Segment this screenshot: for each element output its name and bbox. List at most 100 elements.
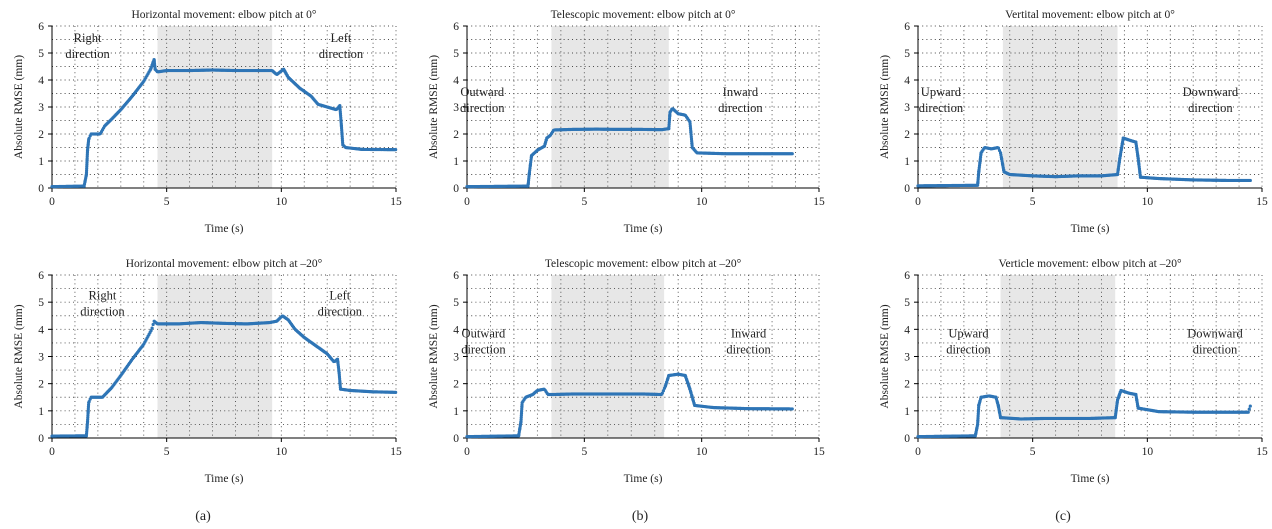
y-tick-label: 6 (904, 21, 910, 33)
annotation-line: direction (919, 101, 964, 115)
annotation-line: Upward (921, 85, 962, 99)
data-point (1248, 404, 1252, 408)
data-point (394, 390, 398, 394)
annotation-line: Outward (462, 326, 506, 340)
annotation-line: direction (80, 304, 125, 318)
annotation-line: Left (331, 31, 352, 45)
chart-title: Horizontal movement: elbow pitch at –20° (126, 258, 323, 270)
x-tick-label: 5 (581, 446, 587, 458)
y-tick-label: 2 (453, 129, 459, 141)
y-axis-label: Absolute RMSE (mm) (428, 55, 440, 159)
annotation-1: Outward direction (461, 326, 506, 356)
y-tick-label: 4 (453, 75, 459, 87)
x-tick-label: 10 (696, 196, 708, 208)
x-tick-label: 0 (49, 196, 55, 208)
annotation-line: Upward (948, 326, 989, 340)
y-tick-label: 3 (453, 102, 459, 114)
chart-title: Verticle movement: elbow pitch at –20° (998, 258, 1182, 270)
data-point (529, 154, 534, 158)
data-point (338, 387, 343, 391)
chart-title: Horizontal movement: elbow pitch at 0° (131, 9, 316, 21)
y-tick-label: 0 (904, 183, 910, 195)
data-point (286, 75, 290, 79)
chart-title: Telescopic movement: elbow pitch at 0° (551, 9, 736, 21)
data-point (1121, 136, 1125, 140)
annotation-line: Downward (1183, 85, 1239, 99)
data-point (660, 391, 664, 395)
y-tick-label: 0 (38, 183, 44, 195)
y-tick-label: 4 (904, 75, 910, 87)
chart-panel-3: 0 5 10 15 0 1 2 3 4 5 6 Vertital movement: elbow pi… (879, 9, 1268, 235)
annotation-1: Upward direction (946, 326, 991, 356)
y-tick-label: 4 (38, 75, 44, 87)
annotation-line: direction (65, 47, 110, 61)
y-tick-label: 0 (38, 433, 44, 445)
y-tick-label: 1 (453, 406, 459, 418)
data-point (693, 403, 697, 407)
data-point (979, 151, 983, 155)
y-tick-label: 1 (904, 156, 910, 168)
x-tick-label: 10 (1142, 446, 1154, 458)
y-axis-label: Absolute RMSE (mm) (13, 55, 25, 159)
data-point (790, 407, 794, 411)
annotation-line: direction (718, 101, 763, 115)
annotation-line: direction (460, 101, 505, 115)
y-tick-label: 6 (38, 21, 44, 33)
annotation-line: Inward (723, 85, 759, 99)
data-point (1247, 407, 1251, 411)
annotation-line: direction (1188, 101, 1233, 115)
x-tick-label: 5 (164, 446, 170, 458)
y-tick-label: 1 (453, 156, 459, 168)
y-tick-label: 5 (38, 297, 44, 309)
chart-panel-4: 0 5 10 15 0 1 2 3 4 5 6 Horizontal movement: elbow … (13, 258, 402, 485)
data-point (790, 152, 794, 156)
y-tick-label: 6 (904, 270, 910, 282)
shaded-region (551, 275, 665, 438)
shaded-region (1002, 26, 1118, 188)
y-axis-label: Absolute RMSE (mm) (13, 304, 25, 408)
y-tick-label: 5 (904, 48, 910, 60)
annotation-2: Left direction (318, 288, 363, 318)
data-point (151, 322, 155, 327)
x-axis-label: Time (s) (624, 473, 663, 485)
data-point (979, 395, 983, 399)
annotation-line: direction (461, 342, 506, 356)
y-tick-label: 2 (904, 379, 910, 391)
chart-panel-2: 0 5 10 15 0 1 2 3 4 5 6 Telescopic movement: elbow … (428, 9, 825, 235)
y-tick-label: 6 (453, 270, 459, 282)
annotation-line: Right (74, 31, 102, 45)
x-tick-label: 0 (915, 196, 921, 208)
y-tick-label: 4 (904, 324, 910, 336)
x-tick-label: 10 (1142, 196, 1154, 208)
grid (467, 25, 820, 188)
sublabel-c: (c) (1055, 509, 1071, 524)
data-point (341, 143, 345, 147)
x-tick-label: 15 (813, 446, 825, 458)
annotation-line: Left (329, 288, 350, 302)
data-series (50, 58, 398, 189)
annotation-1: Right direction (80, 288, 125, 318)
data-series (916, 136, 1252, 188)
shaded-region (1000, 275, 1116, 438)
y-tick-label: 0 (453, 183, 459, 195)
annotation-2: Downward direction (1187, 326, 1243, 356)
data-point (394, 148, 398, 152)
data-point (997, 148, 1002, 153)
y-tick-label: 4 (38, 324, 44, 336)
data-point (149, 329, 153, 333)
x-tick-label: 10 (276, 196, 288, 208)
x-tick-label: 0 (464, 446, 470, 458)
data-point (153, 67, 157, 71)
chart-panel-1: 0 5 10 15 0 1 2 3 4 5 6 Horizontal movement: elbow … (13, 9, 402, 235)
x-tick-label: 10 (696, 446, 708, 458)
data-point (1246, 410, 1250, 414)
annotation-2: Inward direction (726, 326, 771, 356)
data-point (996, 146, 1001, 150)
x-tick-label: 0 (464, 196, 470, 208)
x-tick-label: 15 (813, 196, 825, 208)
x-axis-label: Time (s) (624, 223, 663, 235)
y-tick-label: 6 (453, 21, 459, 33)
annotation-1: Upward direction (919, 85, 964, 115)
